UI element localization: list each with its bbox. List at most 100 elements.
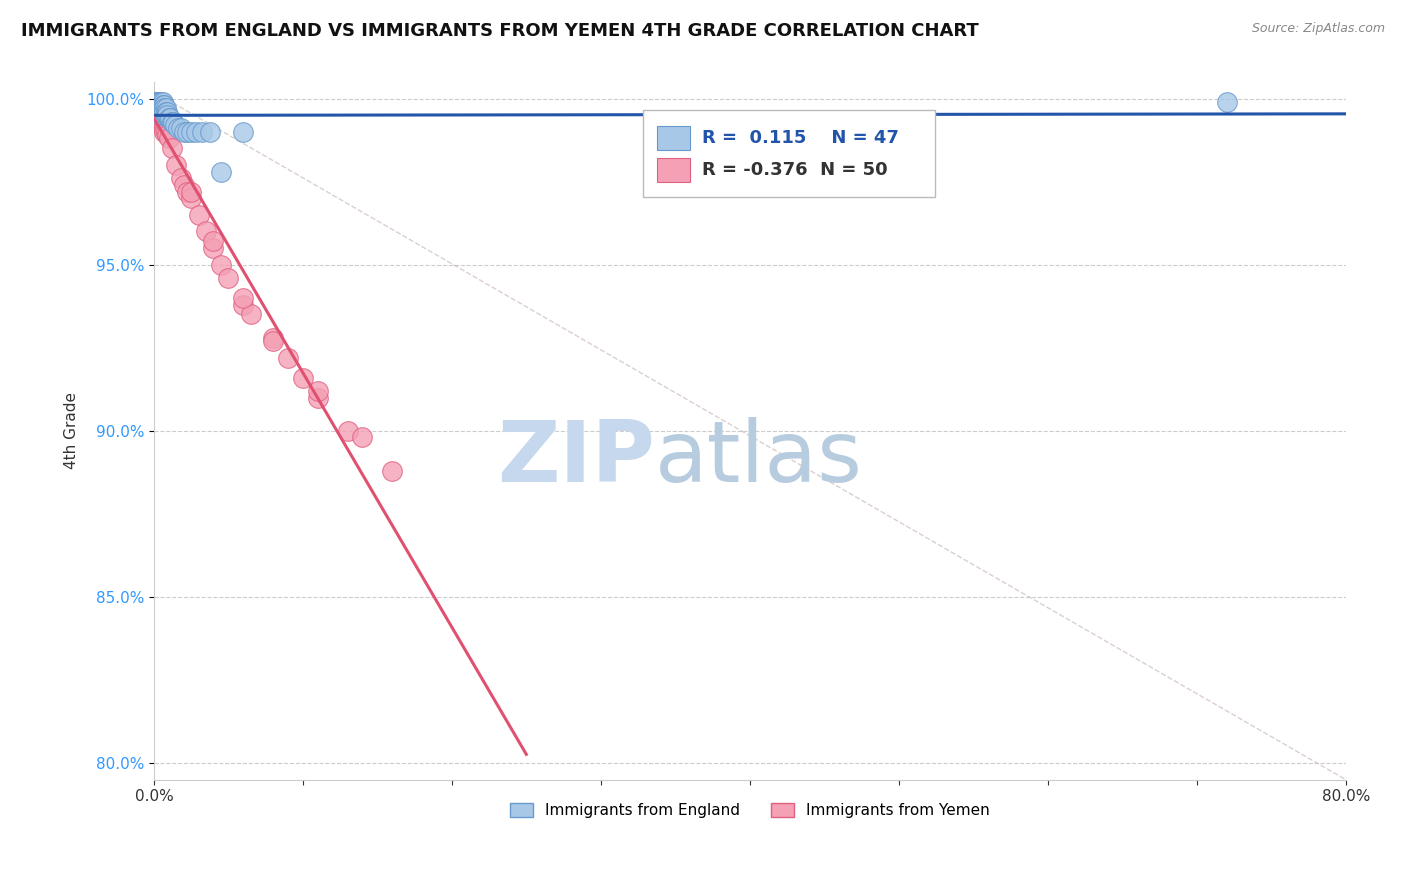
Point <box>277 351 299 365</box>
Point <box>184 125 207 139</box>
Point <box>152 108 174 122</box>
Point <box>187 208 209 222</box>
Point <box>336 424 359 438</box>
Point <box>202 241 225 255</box>
Point <box>352 430 374 444</box>
Text: R = -0.376  N = 50: R = -0.376 N = 50 <box>702 161 887 178</box>
Point <box>150 98 173 112</box>
Point <box>149 95 172 109</box>
Point <box>146 98 169 112</box>
Point <box>150 104 173 119</box>
Point <box>150 102 173 116</box>
Point <box>693 115 716 129</box>
Point <box>153 104 176 119</box>
Point <box>146 98 169 112</box>
Point <box>166 121 188 136</box>
Point <box>153 102 176 116</box>
Point <box>148 102 170 116</box>
Point <box>232 291 254 305</box>
Point <box>173 125 195 139</box>
Point <box>152 102 174 116</box>
Point <box>150 112 173 126</box>
Point <box>148 98 170 112</box>
Point <box>307 391 329 405</box>
Text: ZIP: ZIP <box>496 417 654 500</box>
FancyBboxPatch shape <box>657 158 690 182</box>
FancyBboxPatch shape <box>657 126 690 150</box>
Point <box>148 95 170 109</box>
Point <box>176 125 198 139</box>
Text: R =  0.115    N = 47: R = 0.115 N = 47 <box>702 128 898 146</box>
Point <box>180 125 202 139</box>
Point <box>155 108 177 122</box>
Point <box>232 297 254 311</box>
Point <box>148 102 170 116</box>
Point <box>200 125 222 139</box>
Point <box>146 102 169 116</box>
Point <box>149 104 172 119</box>
Point <box>148 108 170 122</box>
Point <box>146 104 169 119</box>
Point <box>153 98 176 112</box>
Point <box>209 164 232 178</box>
Point <box>153 121 176 136</box>
Point <box>262 331 284 345</box>
Point <box>152 121 174 136</box>
Point <box>150 95 173 109</box>
Point <box>156 104 179 119</box>
Point <box>170 171 193 186</box>
Point <box>163 118 186 132</box>
Point <box>150 118 173 132</box>
Point <box>153 125 176 139</box>
Point <box>145 102 167 116</box>
Point <box>307 384 329 398</box>
Point <box>149 108 172 122</box>
Point <box>145 104 167 119</box>
Point <box>145 98 167 112</box>
Point <box>149 104 172 119</box>
Point <box>160 141 183 155</box>
Point <box>1215 95 1237 109</box>
Point <box>152 98 174 112</box>
Point <box>148 112 170 126</box>
Point <box>152 118 174 132</box>
Point <box>190 125 212 139</box>
Point <box>145 95 167 109</box>
Point <box>149 108 172 122</box>
FancyBboxPatch shape <box>643 110 935 197</box>
Point <box>195 224 218 238</box>
Point <box>155 104 177 119</box>
Point <box>176 185 198 199</box>
Point <box>381 464 404 478</box>
Point <box>149 98 172 112</box>
Text: Source: ZipAtlas.com: Source: ZipAtlas.com <box>1251 22 1385 36</box>
Point <box>160 115 183 129</box>
Point <box>232 125 254 139</box>
Legend: Immigrants from England, Immigrants from Yemen: Immigrants from England, Immigrants from… <box>503 797 995 824</box>
Point <box>209 258 232 272</box>
Point <box>156 128 179 142</box>
Point <box>155 102 177 116</box>
Point <box>159 112 181 126</box>
Point <box>291 370 314 384</box>
Point <box>173 178 195 192</box>
Point <box>155 125 177 139</box>
Point <box>262 334 284 348</box>
Point <box>202 235 225 249</box>
Point <box>170 121 193 136</box>
Point <box>145 108 167 122</box>
Text: atlas: atlas <box>654 417 862 500</box>
Point <box>180 191 202 205</box>
Point <box>145 95 167 109</box>
Point <box>157 131 180 145</box>
Point <box>149 102 172 116</box>
Point <box>180 185 202 199</box>
Point <box>165 158 187 172</box>
Point <box>152 95 174 109</box>
Y-axis label: 4th Grade: 4th Grade <box>65 392 79 469</box>
Point <box>156 108 179 122</box>
Point <box>162 115 184 129</box>
Point <box>148 104 170 119</box>
Point <box>157 112 180 126</box>
Point <box>149 115 172 129</box>
